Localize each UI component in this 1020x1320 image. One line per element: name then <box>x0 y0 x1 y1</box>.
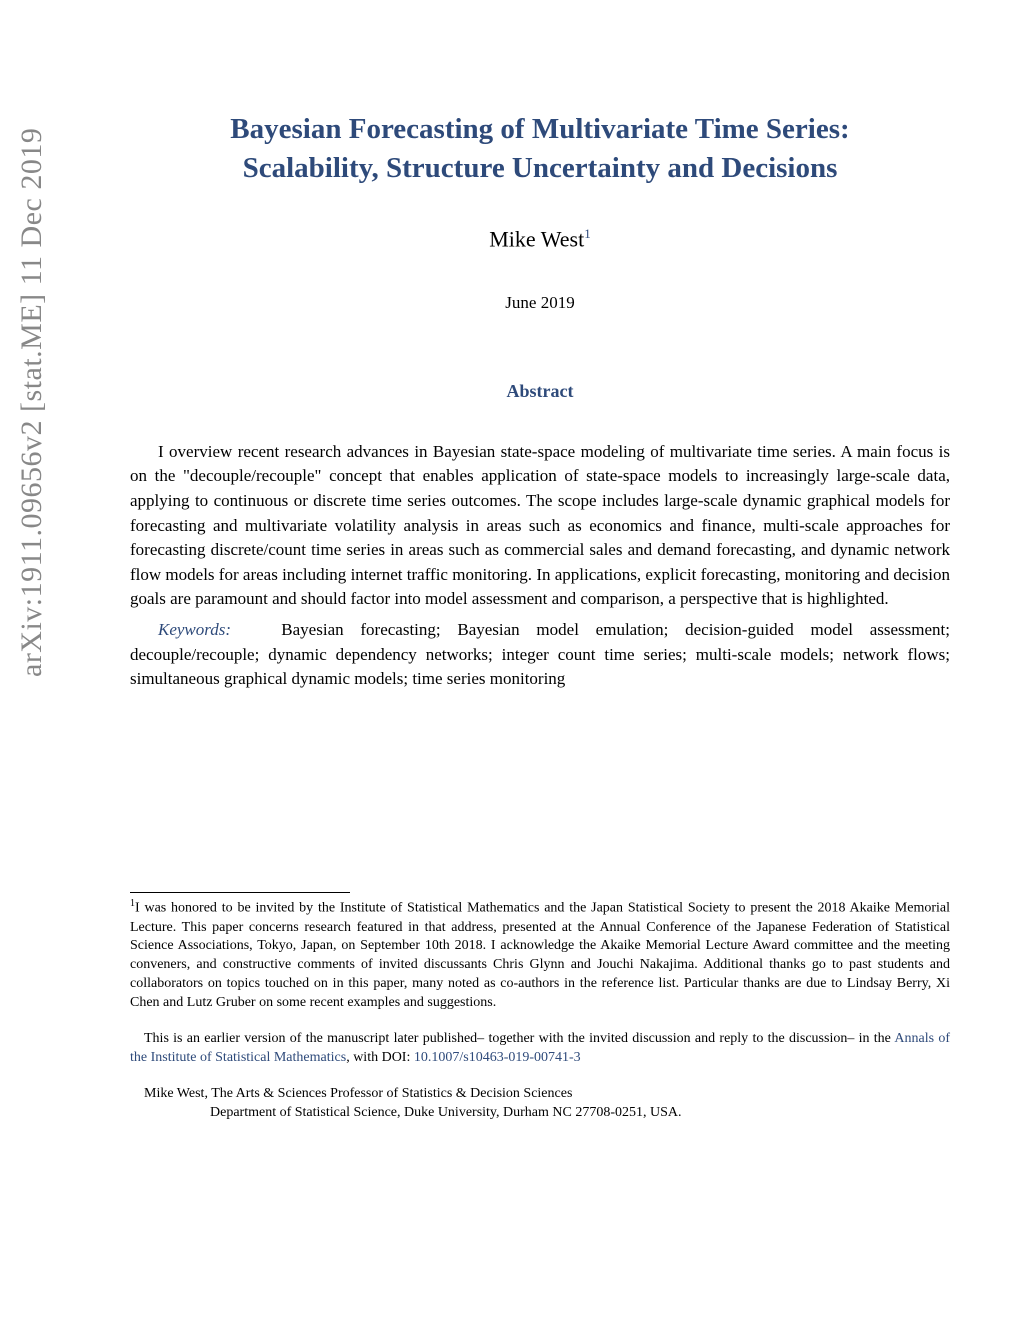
author-affiliation-1: Mike West, The Arts & Sciences Professor… <box>130 1085 950 1104</box>
paper-title: Bayesian Forecasting of Multivariate Tim… <box>130 110 950 188</box>
author-affiliation-2: Department of Statistical Science, Duke … <box>130 1104 950 1123</box>
publication-date: June 2019 <box>130 293 950 313</box>
arxiv-identifier: arXiv:1911.09656v2 [stat.ME] 11 Dec 2019 <box>15 128 49 677</box>
abstract-text: I overview recent research advances in B… <box>130 440 950 612</box>
keywords-block: Keywords: Bayesian forecasting; Bayesian… <box>130 618 950 692</box>
footnote-separator <box>130 892 350 893</box>
title-line-2: Scalability, Structure Uncertainty and D… <box>243 152 838 184</box>
title-line-1: Bayesian Forecasting of Multivariate Tim… <box>230 113 849 145</box>
footnote-1-text: I was honored to be invited by the Insti… <box>130 901 950 1010</box>
version-note-prefix: This is an earlier version of the manusc… <box>144 1031 894 1046</box>
footnote-1: 1I was honored to be invited by the Inst… <box>130 897 950 1013</box>
keywords-text: Bayesian forecasting; Bayesian model emu… <box>130 620 950 688</box>
keywords-label: Keywords: <box>158 620 231 639</box>
author-footnote-mark: 1 <box>584 226 591 241</box>
version-note-middle: , with DOI: <box>346 1050 414 1065</box>
author-block: Mike West1 <box>130 226 950 252</box>
paper-content: Bayesian Forecasting of Multivariate Tim… <box>130 110 950 1123</box>
author-name: Mike West <box>489 227 584 252</box>
version-note: This is an earlier version of the manusc… <box>130 1030 950 1068</box>
doi-link[interactable]: 10.1007/s10463-019-00741-3 <box>414 1050 581 1065</box>
abstract-heading: Abstract <box>130 381 950 402</box>
